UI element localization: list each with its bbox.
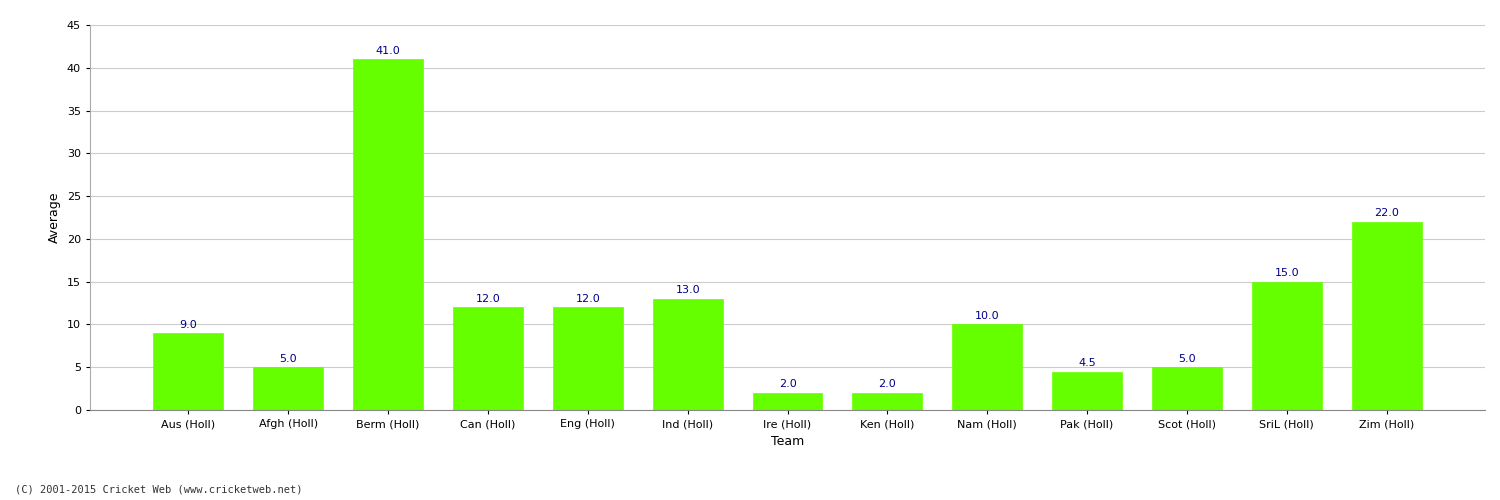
Bar [254,367,322,410]
Bar [153,333,224,410]
Text: 10.0: 10.0 [975,311,999,321]
Bar [1352,222,1422,410]
Text: 4.5: 4.5 [1078,358,1096,368]
Bar [453,308,524,410]
Bar [554,308,622,410]
Text: 13.0: 13.0 [675,286,700,296]
Text: 5.0: 5.0 [1178,354,1196,364]
Bar [652,299,723,410]
X-axis label: Team: Team [771,434,804,448]
Text: 2.0: 2.0 [879,380,896,390]
Bar [1252,282,1322,410]
Text: 9.0: 9.0 [180,320,196,330]
Text: 15.0: 15.0 [1275,268,1299,278]
Text: 12.0: 12.0 [576,294,600,304]
Bar [1152,367,1222,410]
Text: (C) 2001-2015 Cricket Web (www.cricketweb.net): (C) 2001-2015 Cricket Web (www.cricketwe… [15,485,303,495]
Text: 2.0: 2.0 [778,380,796,390]
Bar [753,393,822,410]
Text: 12.0: 12.0 [476,294,501,304]
Bar [852,393,922,410]
Text: 22.0: 22.0 [1374,208,1400,218]
Bar [1052,372,1122,410]
Y-axis label: Average: Average [48,192,62,244]
Text: 5.0: 5.0 [279,354,297,364]
Bar [352,59,423,410]
Text: 41.0: 41.0 [375,46,400,56]
Bar [952,324,1022,410]
